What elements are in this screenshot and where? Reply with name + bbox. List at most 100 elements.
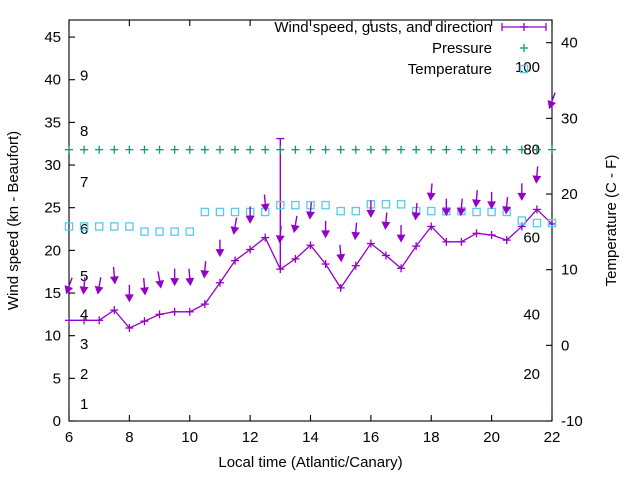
x-tick-label: 20 — [483, 429, 500, 446]
square-marker — [64, 222, 74, 231]
wind-direction-arrow — [94, 277, 104, 295]
fahrenheit-label: 80 — [523, 142, 540, 159]
square-marker — [517, 216, 527, 225]
y-tick-label: 40 — [44, 72, 61, 89]
wind-direction-arrow — [456, 198, 466, 217]
square-marker — [426, 206, 436, 216]
wind-direction-arrow — [230, 217, 240, 235]
y-tick-label: 5 — [53, 370, 61, 387]
square-marker — [519, 64, 529, 74]
wind-direction-arrow — [290, 215, 300, 234]
y-tick-label: 15 — [44, 285, 61, 302]
wind-direction-arrow — [215, 239, 225, 258]
beaufort-label: 8 — [80, 123, 88, 140]
y2-tick-label: 30 — [561, 110, 578, 127]
wind-direction-arrow — [532, 166, 542, 184]
beaufort-label: 1 — [80, 396, 88, 413]
square-marker — [351, 206, 361, 216]
square-marker — [200, 207, 210, 217]
x-tick-label: 8 — [125, 429, 133, 446]
wind-direction-arrow — [351, 222, 361, 241]
wind-direction-arrow — [336, 244, 346, 263]
wind-direction-arrow — [321, 220, 331, 239]
square-marker — [155, 227, 164, 236]
beaufort-label: 5 — [80, 268, 88, 285]
x-tick-label: 6 — [65, 429, 73, 446]
x-tick-label: 12 — [242, 429, 259, 446]
wind-direction-arrow — [109, 266, 119, 285]
square-marker — [230, 207, 240, 217]
beaufort-label: 7 — [80, 174, 88, 191]
square-marker — [381, 200, 391, 209]
wind-direction-arrow — [502, 196, 512, 215]
square-marker — [532, 218, 542, 228]
y2-tick-label: 20 — [561, 186, 578, 203]
wind-direction-arrow — [472, 190, 481, 208]
square-marker — [110, 222, 119, 231]
square-marker — [215, 207, 225, 217]
legend-label-0: Wind speed, gusts, and direction — [274, 19, 492, 36]
y-tick-label: 10 — [44, 328, 61, 345]
wind-direction-arrow — [245, 206, 255, 224]
wind-direction-arrow — [260, 194, 270, 212]
y2-tick-label: 0 — [561, 337, 569, 354]
square-marker — [547, 218, 557, 228]
y-tick-label: 0 — [53, 413, 61, 430]
x-tick-label: 18 — [423, 429, 440, 446]
y2-tick-label: 40 — [561, 35, 578, 52]
legend-label-1: Pressure — [432, 40, 492, 57]
square-marker — [336, 206, 345, 216]
wind-speed-line — [69, 208, 553, 329]
y-tick-label: 30 — [44, 157, 61, 174]
fahrenheit-label: 60 — [523, 230, 540, 247]
wind-direction-arrow — [306, 202, 315, 220]
legend-label-2: Temperature — [408, 61, 492, 78]
y-tick-label: 20 — [44, 242, 61, 259]
square-marker — [185, 227, 194, 236]
y-axis-title: Wind speed (kn - Beaufort) — [5, 131, 22, 310]
y2-axis-title: Temperature (C - F) — [603, 155, 620, 287]
wind-direction-arrow — [64, 277, 74, 295]
square-marker — [170, 227, 179, 236]
wind-direction-arrow — [441, 198, 451, 217]
square-marker — [321, 200, 330, 210]
beaufort-label: 2 — [80, 366, 88, 383]
y-tick-label: 35 — [44, 114, 61, 131]
fahrenheit-label: 20 — [523, 366, 540, 383]
wind-direction-arrow — [426, 183, 436, 201]
x-tick-label: 10 — [181, 429, 198, 446]
square-marker — [125, 222, 134, 231]
square-marker — [140, 227, 149, 236]
square-marker — [94, 222, 104, 231]
square-marker — [79, 222, 89, 231]
x-tick-label: 14 — [302, 429, 319, 446]
beaufort-label: 4 — [80, 306, 88, 323]
wind-direction-arrow — [366, 200, 376, 218]
y-tick-label: 45 — [44, 29, 61, 46]
beaufort-label: 3 — [80, 336, 88, 353]
fahrenheit-label: 40 — [523, 306, 540, 323]
square-marker — [487, 207, 496, 217]
y2-tick-label: -10 — [561, 413, 583, 430]
y2-tick-label: 10 — [561, 262, 578, 279]
wind-direction-arrow — [275, 225, 285, 244]
square-marker — [396, 200, 406, 209]
x-tick-label: 16 — [363, 429, 380, 446]
wind-direction-arrow — [381, 212, 391, 230]
x-tick-label: 22 — [544, 429, 561, 446]
wind-direction-arrow — [517, 183, 527, 201]
wind-direction-arrow — [170, 268, 180, 287]
wind-direction-arrow — [200, 260, 210, 279]
plot-frame — [68, 19, 553, 422]
wind-direction-arrow — [487, 191, 497, 210]
wind-direction-arrow — [396, 225, 406, 243]
wind-direction-arrow — [155, 271, 165, 289]
square-marker — [291, 200, 300, 210]
wind-direction-arrow — [411, 202, 421, 221]
x-axis-title: Local time (Atlantic/Canary) — [218, 454, 402, 471]
wind-direction-arrow — [547, 92, 557, 110]
y-tick-label: 25 — [44, 200, 61, 217]
wind-direction-arrow — [140, 278, 149, 296]
